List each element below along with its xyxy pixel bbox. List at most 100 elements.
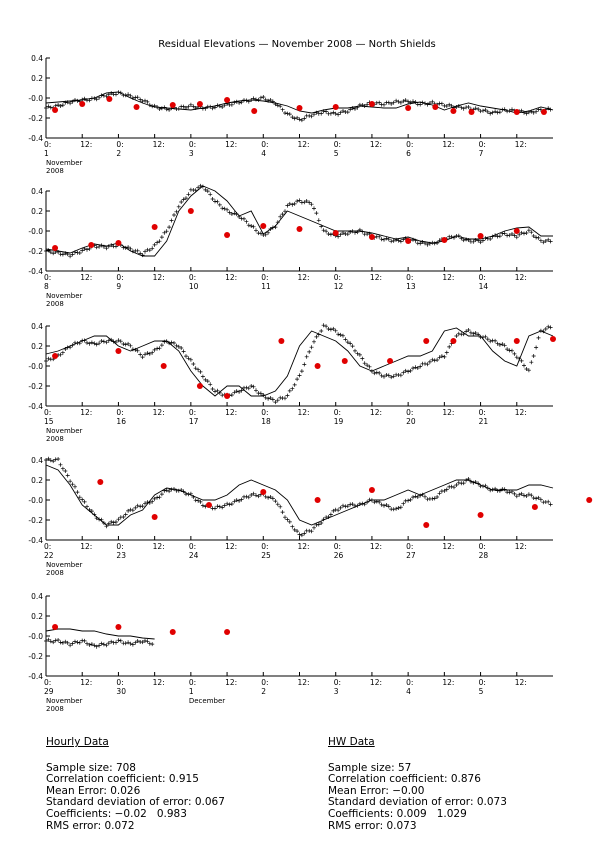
observed-marker [442, 488, 447, 493]
hw-point [260, 489, 267, 495]
observed-marker [418, 493, 423, 498]
observed-marker [213, 199, 217, 204]
observed-marker [391, 374, 396, 379]
observed-marker [408, 368, 413, 373]
hw-point [115, 348, 122, 354]
hw-point [52, 353, 59, 359]
observed-marker [297, 373, 302, 378]
x-tick-label: 12: [515, 542, 527, 551]
hw-point [169, 102, 176, 108]
observed-marker [56, 103, 61, 107]
observed-marker [394, 506, 399, 511]
observed-marker [268, 98, 273, 102]
month-label: November [46, 159, 83, 167]
observed-marker [435, 358, 440, 362]
x-tick-label: 0: [334, 678, 341, 687]
observed-marker [502, 487, 507, 492]
observed-marker [130, 642, 135, 647]
observed-marker [242, 98, 246, 103]
observed-marker [437, 491, 442, 496]
x-tick-label: 12: [442, 678, 454, 687]
observed-marker [309, 202, 314, 207]
day-label: 29 [44, 687, 54, 696]
observed-marker [444, 487, 449, 492]
hw-point [52, 245, 59, 251]
observed-marker [423, 101, 427, 106]
observed-marker [130, 347, 135, 352]
observed-marker [328, 232, 333, 237]
observed-marker [507, 490, 512, 495]
observed-marker [118, 339, 123, 344]
observed-marker [319, 111, 324, 116]
observed-marker [497, 488, 502, 493]
observed-marker [353, 348, 357, 353]
observed-marker [357, 227, 362, 232]
observed-marker [466, 328, 471, 332]
observed-marker [418, 241, 423, 246]
observed-marker [510, 348, 514, 353]
x-tick-label: 12: [515, 678, 527, 687]
observed-marker [121, 515, 126, 519]
observed-marker [314, 522, 319, 527]
x-tick-label: 12: [515, 140, 527, 149]
observed-marker [77, 640, 82, 645]
observed-marker [270, 397, 275, 402]
observed-marker [345, 504, 350, 509]
observed-marker [459, 236, 464, 241]
observed-marker [106, 641, 111, 646]
observed-marker [531, 354, 536, 358]
observed-marker [382, 374, 386, 379]
observed-marker [237, 498, 242, 503]
observed-marker [490, 110, 495, 115]
day-label: 24 [189, 551, 199, 560]
observed-marker [456, 331, 461, 336]
y-tick-label: -0.2 [28, 516, 43, 525]
observed-marker [473, 331, 478, 335]
observed-marker [290, 386, 295, 391]
observed-marker [104, 340, 109, 345]
observed-marker [188, 102, 193, 107]
observed-marker [150, 499, 155, 504]
observed-marker [493, 486, 498, 491]
observed-marker [200, 374, 205, 379]
observed-marker [473, 238, 478, 242]
observed-marker [143, 638, 147, 643]
observed-marker [408, 100, 413, 105]
observed-marker [444, 104, 449, 108]
x-tick-label: 0: [261, 408, 268, 417]
observed-marker [531, 234, 536, 238]
observed-marker [155, 495, 160, 500]
observed-marker [292, 201, 297, 206]
observed-marker [481, 335, 485, 340]
x-tick-label: 0: [116, 140, 123, 149]
observed-marker [270, 496, 275, 501]
observed-marker [314, 110, 319, 115]
observed-marker [181, 104, 186, 109]
observed-marker [345, 340, 350, 345]
observed-marker [278, 214, 283, 219]
observed-marker [179, 488, 184, 492]
hw-point [115, 624, 122, 630]
observed-marker [97, 341, 102, 346]
predicted-line [45, 185, 553, 257]
observed-marker [246, 99, 251, 104]
month2-label: December [189, 697, 225, 705]
observed-marker [229, 212, 234, 216]
x-tick-label: 0: [116, 678, 123, 687]
observed-marker [386, 237, 391, 242]
observed-marker [326, 232, 331, 236]
observed-marker [534, 109, 539, 114]
observed-marker [461, 332, 466, 337]
observed-marker [401, 99, 406, 104]
observed-marker [406, 498, 411, 503]
hw-point [368, 487, 375, 493]
hw-point [513, 109, 520, 115]
observed-marker [411, 366, 415, 371]
observed-marker [534, 496, 539, 501]
observed-marker [121, 342, 126, 346]
x-tick-label: 12: [298, 140, 310, 149]
observed-marker [169, 218, 174, 223]
observed-marker [193, 188, 198, 193]
observed-marker [324, 229, 329, 234]
observed-marker [478, 240, 483, 245]
